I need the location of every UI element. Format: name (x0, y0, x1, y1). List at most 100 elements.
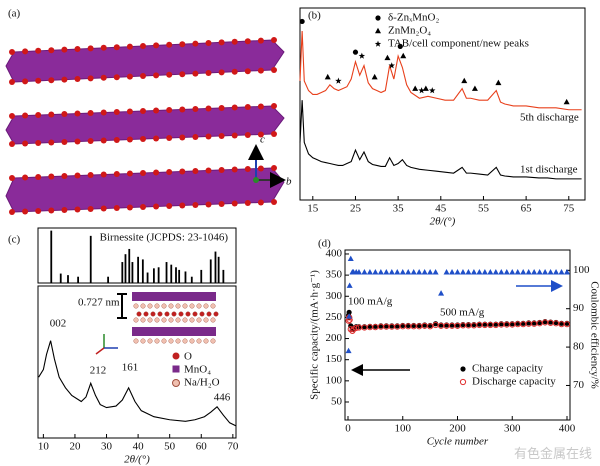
marker (481, 269, 488, 275)
y-axis-label: Specific capacity/(mA·h·g⁻¹) (309, 270, 321, 400)
bar (178, 269, 181, 283)
atom (203, 303, 209, 309)
atom (166, 203, 173, 209)
legend-label: TAB/cell component/new peaks (388, 38, 529, 50)
atom (175, 338, 181, 344)
atom (22, 174, 29, 181)
annotation: 500 mA/g (440, 307, 485, 319)
atom (257, 199, 264, 206)
peak-label: 212 (90, 365, 107, 377)
x-tick-label: 10 (38, 441, 50, 453)
marker (358, 52, 366, 59)
marker (427, 269, 434, 275)
marker (542, 269, 549, 275)
marker (352, 49, 359, 55)
legend-symbol (172, 365, 180, 373)
legend-label: MnO₄ (184, 364, 211, 376)
atom (182, 317, 188, 323)
marker (416, 269, 423, 275)
marker (345, 347, 352, 354)
atom (203, 338, 209, 344)
marker (547, 269, 554, 275)
atom (35, 140, 42, 146)
marker (558, 269, 565, 275)
atom (126, 73, 133, 80)
atom (166, 107, 173, 113)
atom (100, 74, 107, 81)
bar (107, 276, 110, 283)
bar (190, 276, 193, 283)
plot-frame (299, 7, 586, 201)
marker (492, 269, 499, 275)
atom (257, 165, 264, 172)
atom (48, 47, 55, 54)
marker (353, 324, 360, 332)
atom (87, 206, 94, 212)
marker (495, 79, 502, 86)
bar (121, 262, 124, 283)
atom (179, 168, 186, 175)
atom (178, 311, 184, 317)
atom (205, 105, 212, 112)
atom (196, 317, 202, 323)
atom (271, 199, 277, 205)
atom (179, 71, 186, 78)
y-tick-label: 200 (326, 332, 343, 344)
atom (35, 77, 42, 84)
atom (205, 167, 212, 174)
atom (35, 47, 42, 54)
atom (185, 311, 191, 317)
atom (231, 166, 238, 173)
marker (454, 269, 461, 275)
bar (89, 235, 92, 283)
y2-tick-label: 100 (573, 264, 590, 276)
atom (164, 311, 170, 317)
marker (371, 73, 378, 80)
atom (257, 131, 264, 138)
atom (150, 311, 156, 317)
series-label: 1st discharge (520, 164, 578, 176)
bar (184, 271, 187, 283)
axis-triad (95, 347, 105, 355)
atom (192, 202, 199, 208)
y-tick-label: 150 (326, 353, 343, 365)
atom (179, 202, 186, 209)
y2-axis-label: Coulombic efficiency/% (588, 281, 600, 389)
atom (100, 44, 107, 51)
atom (74, 46, 81, 52)
x-tick-label: 400 (559, 423, 576, 435)
marker (397, 43, 403, 50)
bar (137, 256, 140, 283)
atom (113, 205, 120, 211)
marker (498, 269, 505, 275)
atom (74, 206, 81, 213)
marker (465, 269, 472, 275)
atom (213, 311, 219, 317)
marker (384, 54, 391, 61)
legend-symbol (172, 379, 180, 387)
atom (87, 172, 94, 178)
atom (257, 37, 264, 44)
marker (394, 269, 401, 275)
x-tick-label: 45 (435, 203, 447, 215)
atom (153, 203, 160, 210)
atom (271, 103, 277, 109)
marker (563, 321, 571, 328)
marker (361, 269, 368, 275)
legend-label: Charge capacity (472, 363, 543, 375)
bar (59, 273, 62, 283)
atom (244, 38, 251, 45)
atom (203, 317, 209, 323)
bar (222, 269, 225, 283)
marker (346, 282, 353, 288)
atom (161, 303, 167, 309)
marker (422, 85, 429, 91)
atom (100, 205, 107, 212)
marker (487, 269, 494, 275)
bar (165, 262, 168, 283)
panel-a: (a) c b (5, 8, 292, 215)
atom (136, 311, 142, 317)
atom (244, 132, 251, 138)
atom (143, 311, 149, 317)
marker (429, 87, 436, 94)
